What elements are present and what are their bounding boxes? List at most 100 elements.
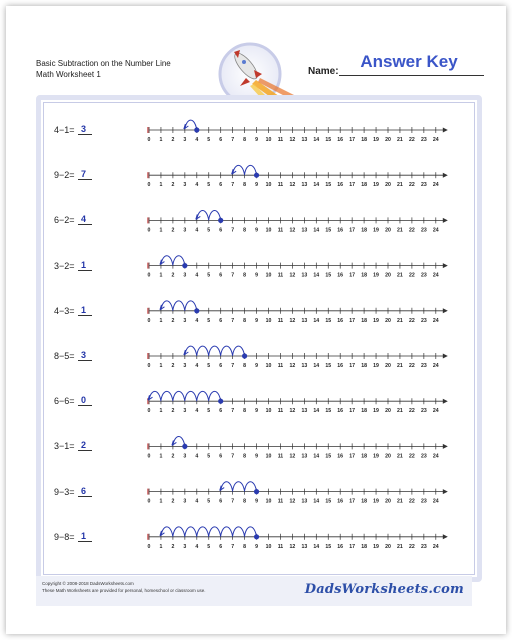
problem-expression: 9−2= bbox=[54, 170, 75, 181]
tick-label: 19 bbox=[373, 318, 379, 324]
tick-label: 20 bbox=[385, 499, 391, 505]
tick-label: 17 bbox=[349, 363, 355, 369]
tick-label: 7 bbox=[231, 318, 234, 324]
answer-line[interactable] bbox=[78, 540, 92, 542]
tick-label: 23 bbox=[421, 227, 427, 233]
tick-label: 18 bbox=[361, 363, 367, 369]
start-point bbox=[194, 127, 200, 133]
tick-label: 6 bbox=[219, 363, 222, 369]
tick-label: 20 bbox=[385, 273, 391, 279]
tick-label: 0 bbox=[148, 544, 151, 550]
answer-line[interactable] bbox=[78, 405, 92, 407]
problem-expression: 9−8= bbox=[54, 531, 75, 542]
tick-label: 3 bbox=[183, 499, 186, 505]
name-field[interactable] bbox=[339, 75, 484, 76]
tick-label: 23 bbox=[421, 318, 427, 324]
tick-label: 23 bbox=[421, 408, 427, 414]
tick-label: 3 bbox=[183, 227, 186, 233]
tick-label: 6 bbox=[219, 273, 222, 279]
number-line-start-cap bbox=[147, 353, 150, 359]
jump-arc bbox=[172, 255, 186, 266]
problem-answer: 1 bbox=[81, 304, 87, 315]
tick-label: 22 bbox=[409, 318, 415, 324]
answer-line[interactable] bbox=[78, 450, 92, 452]
tick-label: 8 bbox=[243, 227, 246, 233]
tick-label: 2 bbox=[171, 182, 174, 188]
tick-label: 5 bbox=[207, 544, 210, 550]
tick-label: 20 bbox=[385, 137, 391, 143]
tick-label: 15 bbox=[325, 499, 331, 505]
tick-label: 14 bbox=[313, 273, 319, 279]
problem-answer: 3 bbox=[81, 124, 87, 134]
answer-line[interactable] bbox=[78, 269, 92, 271]
tick-label: 15 bbox=[325, 408, 331, 414]
tick-label: 10 bbox=[266, 318, 272, 324]
tick-label: 5 bbox=[207, 363, 210, 369]
tick-label: 24 bbox=[433, 273, 439, 279]
tick-label: 24 bbox=[433, 499, 439, 505]
tick-label: 1 bbox=[160, 273, 163, 279]
answer-line[interactable] bbox=[78, 179, 92, 181]
tick-label: 4 bbox=[195, 499, 198, 505]
tick-label: 15 bbox=[325, 363, 331, 369]
tick-label: 14 bbox=[313, 318, 319, 324]
tick-label: 2 bbox=[171, 273, 174, 279]
problem-expression: 4−1= bbox=[54, 125, 75, 135]
answer-line[interactable] bbox=[78, 360, 92, 361]
tick-label: 7 bbox=[231, 408, 234, 414]
tick-label: 18 bbox=[361, 137, 367, 143]
tick-label: 17 bbox=[349, 273, 355, 279]
problem-expression: 9−3= bbox=[54, 486, 75, 497]
tick-label: 18 bbox=[361, 182, 367, 188]
tick-label: 0 bbox=[148, 453, 151, 459]
tick-label: 1 bbox=[160, 227, 163, 233]
problem-answer: 4 bbox=[81, 214, 87, 225]
tick-label: 9 bbox=[255, 318, 258, 324]
answer-line[interactable] bbox=[78, 224, 92, 226]
tick-label: 22 bbox=[409, 137, 415, 143]
tick-label: 10 bbox=[266, 408, 272, 414]
number-line: 0 1 2 3 4 5 6 7 8 9 10 11 12 13 14 15 16 17 18 19 20 21 22 23 24 bbox=[147, 119, 448, 143]
start-point bbox=[253, 172, 260, 178]
tick-label: 9 bbox=[255, 363, 258, 369]
answer-key-title: Answer Key bbox=[360, 52, 458, 71]
start-point bbox=[253, 534, 260, 540]
tick-label: 8 bbox=[243, 182, 246, 188]
tick-label: 22 bbox=[409, 182, 415, 188]
tick-label: 2 bbox=[171, 499, 174, 505]
tick-label: 3 bbox=[183, 408, 186, 414]
start-point bbox=[194, 308, 200, 314]
number-line-start-cap bbox=[147, 307, 150, 314]
tick-label: 21 bbox=[397, 137, 403, 143]
tick-label: 15 bbox=[325, 544, 331, 550]
tick-label: 13 bbox=[301, 408, 307, 414]
tick-label: 3 bbox=[183, 273, 186, 279]
number-line-arrow bbox=[442, 308, 448, 314]
tick-label: 8 bbox=[243, 453, 246, 459]
jump-arrowhead bbox=[159, 259, 165, 266]
jump-arc bbox=[184, 300, 198, 311]
tick-label: 21 bbox=[397, 544, 403, 550]
problem-answer: 1 bbox=[81, 530, 87, 541]
tick-label: 2 bbox=[171, 453, 174, 459]
footer: Copyright © 2008-2018 DadsWorksheets.com… bbox=[36, 576, 472, 606]
number-line-arrow bbox=[442, 127, 448, 133]
tick-label: 7 bbox=[231, 137, 234, 143]
tick-label: 10 bbox=[266, 182, 272, 188]
answer-line[interactable] bbox=[78, 495, 92, 497]
tick-label: 4 bbox=[195, 544, 198, 550]
answer-line[interactable] bbox=[78, 314, 92, 316]
tick-label: 12 bbox=[290, 544, 296, 550]
jump-arc bbox=[172, 436, 186, 447]
jump-arrowhead bbox=[147, 395, 153, 401]
tick-label: 21 bbox=[397, 182, 403, 188]
tick-label: 11 bbox=[278, 544, 284, 550]
tick-label: 2 bbox=[171, 544, 174, 550]
answer-line[interactable] bbox=[78, 134, 92, 135]
tick-label: 4 bbox=[195, 408, 198, 414]
start-point bbox=[253, 489, 260, 495]
number-line-arrow bbox=[442, 263, 448, 269]
tick-label: 15 bbox=[325, 273, 331, 279]
tick-label: 20 bbox=[385, 453, 391, 459]
